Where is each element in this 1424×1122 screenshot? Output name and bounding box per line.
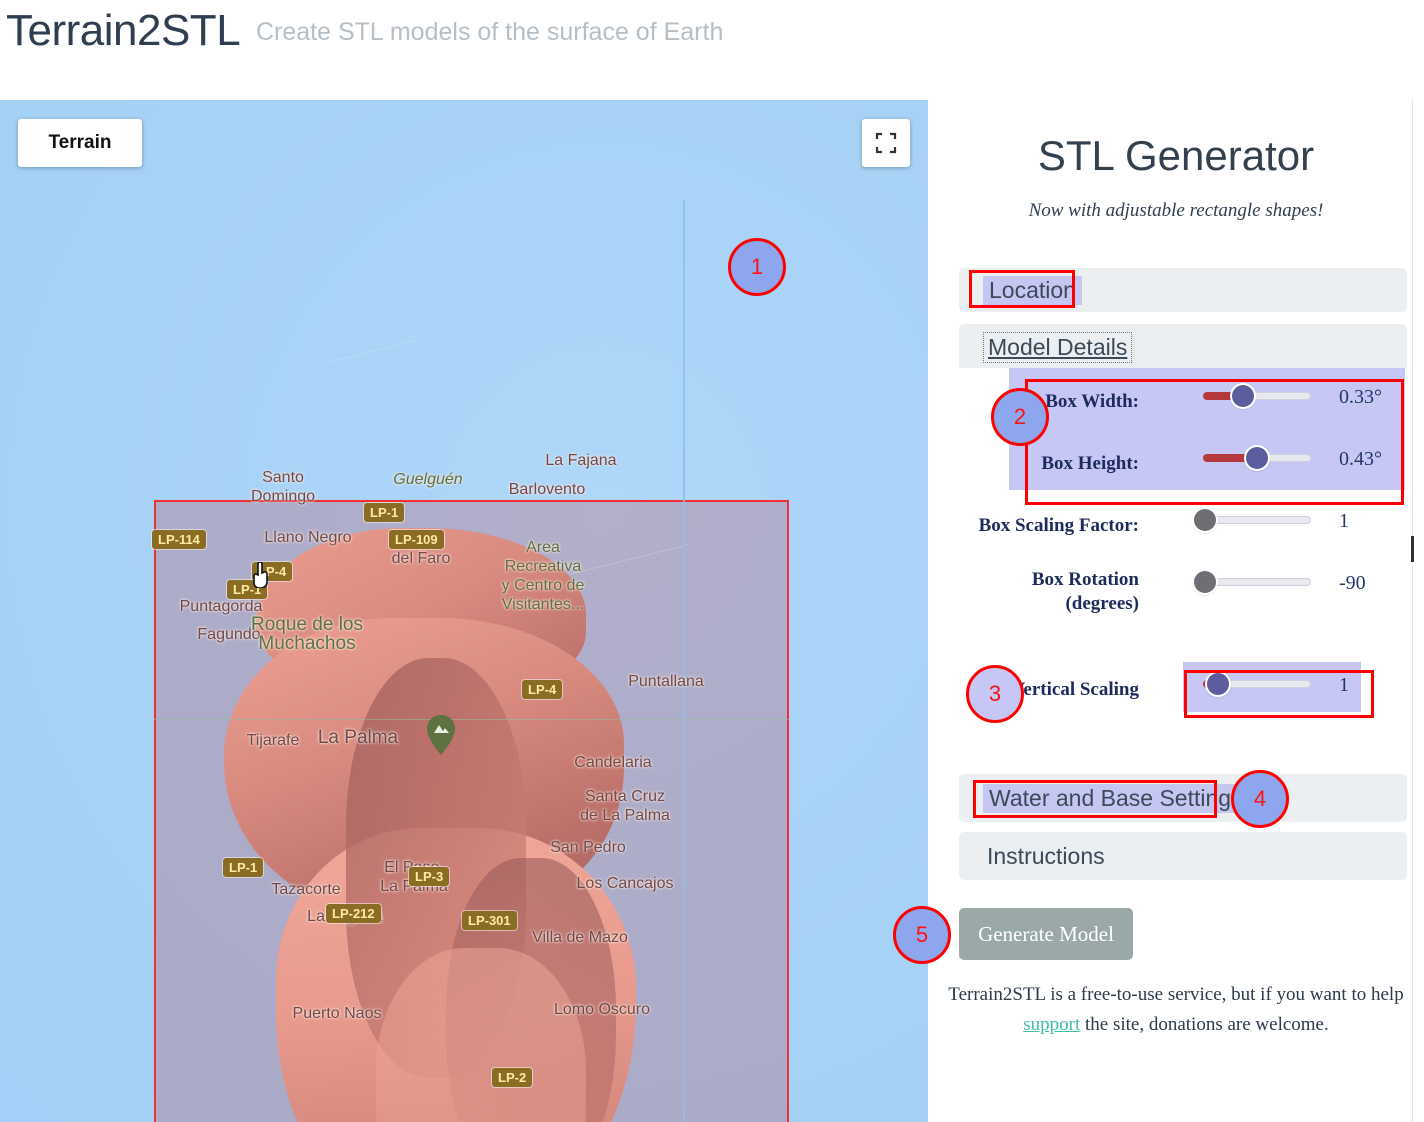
slider-track-box-rotation[interactable] bbox=[1203, 578, 1311, 586]
accordion-model-details-label: Model Details bbox=[983, 332, 1133, 363]
slider-box-scaling[interactable] bbox=[1194, 509, 1311, 531]
map-place-label: Tazacorte bbox=[271, 881, 341, 898]
app-subtitle: Create STL models of the surface of Eart… bbox=[256, 18, 724, 46]
control-row-box-width: Box Width: 0.33° bbox=[959, 368, 1407, 430]
slider-box-width[interactable] bbox=[1203, 385, 1311, 407]
annotation-box-width-height bbox=[1025, 379, 1404, 505]
label-box-scaling: Box Scaling Factor: bbox=[978, 515, 1139, 536]
stl-generator-panel: STL Generator Now with adjustable rectan… bbox=[928, 100, 1424, 1122]
panel-subtitle: Now with adjustable rectangle shapes! bbox=[1028, 200, 1324, 221]
map-guide-horizontal bbox=[154, 719, 789, 720]
panel-divider bbox=[1412, 100, 1413, 1122]
slider-value-box-scaling: 1 bbox=[1339, 510, 1349, 532]
accordion-instructions-label: Instructions bbox=[987, 843, 1105, 869]
annotation-box-water-base bbox=[973, 780, 1217, 818]
slider-vertical-scaling[interactable] bbox=[1203, 673, 1311, 695]
label-box-rotation: Box Rotation (degrees) bbox=[1031, 569, 1139, 614]
control-row-box-scaling: Box Scaling Factor: 1 bbox=[959, 492, 1407, 554]
map-place-label: Puerto Naos bbox=[292, 1005, 382, 1022]
fullscreen-icon[interactable] bbox=[862, 119, 910, 167]
generate-model-button[interactable]: Generate Model bbox=[959, 908, 1133, 960]
map-place-label: Guelguén bbox=[393, 471, 463, 488]
accordion-location-label: Location bbox=[983, 276, 1082, 305]
annotation-badge-5: 5 bbox=[893, 906, 951, 964]
map-road-shield: LP-109 bbox=[389, 530, 444, 549]
map-place-label: Puntagorda bbox=[179, 598, 263, 615]
pointer-hand-cursor bbox=[252, 561, 272, 593]
label-box-width: Box Width: bbox=[1045, 391, 1139, 412]
accordion-water-base-settings-label: Water and Base Settings bbox=[983, 784, 1249, 813]
annotation-badge-3: 3 bbox=[966, 665, 1024, 723]
map-road-shield: LP-3 bbox=[409, 867, 450, 886]
annotation-box-vertical-scaling bbox=[1184, 670, 1374, 718]
label-box-height: Box Height: bbox=[1041, 453, 1139, 474]
map-road-shield: LP-301 bbox=[462, 911, 517, 930]
slider-value-box-width: 0.33° bbox=[1339, 386, 1382, 408]
map-place-label: San Pedro bbox=[550, 839, 626, 856]
annotation-badge-2: 2 bbox=[991, 388, 1049, 446]
control-row-vertical-scaling: Vertical Scaling 1 bbox=[959, 656, 1407, 718]
accordion-model-details[interactable]: Model Details bbox=[959, 324, 1407, 368]
map-place-label: Los Cancajos bbox=[576, 875, 674, 892]
app-title: Terrain2STL bbox=[6, 6, 241, 55]
map-place-label: Santo Domingo bbox=[250, 469, 316, 505]
highlight-box-width-height bbox=[1009, 368, 1405, 490]
map-place-label: Puntallana bbox=[628, 673, 704, 690]
map-viewport[interactable]: Santo Domingo Guelguén La Fajana Barlovento L… bbox=[0, 100, 928, 1122]
footer-text-before: Terrain2STL is a free-to-use service, bu… bbox=[948, 984, 1404, 1005]
map-place-label: Santa Cruz de La Palma bbox=[580, 788, 670, 824]
slider-box-height[interactable] bbox=[1203, 447, 1311, 469]
control-row-box-rotation: Box Rotation (degrees) -90 bbox=[959, 554, 1407, 616]
mountain-pin-icon bbox=[426, 715, 456, 755]
map-place-label: Llano Negro bbox=[264, 529, 352, 546]
footer-note: Terrain2STL is a free-to-use service, bu… bbox=[936, 980, 1416, 1040]
annotation-box-location bbox=[969, 270, 1075, 308]
map-place-label: Villa de Mazo bbox=[532, 929, 628, 946]
slider-fill-box-height bbox=[1203, 454, 1255, 462]
terrain-map-type-button[interactable]: Terrain bbox=[18, 119, 142, 167]
map-road-shield: LP-114 bbox=[152, 530, 206, 549]
slider-value-vertical-scaling: 1 bbox=[1339, 674, 1349, 696]
footer-text-after: the site, donations are welcome. bbox=[1080, 1014, 1329, 1035]
support-link[interactable]: support bbox=[1023, 1014, 1081, 1035]
slider-box-rotation[interactable] bbox=[1194, 571, 1311, 593]
slider-thumb-box-height[interactable] bbox=[1246, 447, 1268, 469]
map-place-label: Lomo Oscuro bbox=[553, 1001, 651, 1018]
map-guide-vertical bbox=[683, 200, 685, 1122]
slider-fill-box-width bbox=[1203, 392, 1239, 400]
accordion-location[interactable]: Location bbox=[959, 268, 1407, 312]
annotation-badge-1: 1 bbox=[728, 238, 786, 296]
slider-thumb-box-scaling[interactable] bbox=[1194, 509, 1217, 531]
map-place-label: La Palma bbox=[317, 727, 399, 748]
map-place-label: Roque de los Muchachos bbox=[251, 614, 363, 654]
map-road-shield: LP-1 bbox=[223, 858, 264, 877]
map-place-label: Candelaria bbox=[574, 754, 652, 771]
slider-value-box-rotation: -90 bbox=[1339, 572, 1366, 594]
map-place-label: Fagundo bbox=[197, 626, 261, 643]
map-place-label: Tijarafe bbox=[246, 732, 300, 749]
slider-track-box-scaling[interactable] bbox=[1203, 516, 1311, 524]
accordion-instructions[interactable]: Instructions bbox=[959, 832, 1407, 880]
slider-thumb-box-width[interactable] bbox=[1231, 385, 1254, 407]
label-vertical-scaling: Vertical Scaling bbox=[1011, 679, 1139, 700]
page-header: Terrain2STL Create STL models of the sur… bbox=[0, 0, 1424, 88]
map-road-shield: LP-212 bbox=[326, 904, 381, 923]
terrain-button-label: Terrain bbox=[48, 132, 112, 153]
panel-title: STL Generator bbox=[1037, 132, 1315, 179]
map-place-label: Area Recreativa y Centro de Visitantes... bbox=[501, 539, 585, 613]
map-place-label: La Fajana bbox=[545, 452, 617, 469]
slider-thumb-box-rotation[interactable] bbox=[1194, 571, 1217, 593]
slider-track-vertical-scaling[interactable] bbox=[1203, 680, 1311, 688]
panel-scrollbar[interactable] bbox=[1411, 536, 1414, 562]
slider-value-box-height: 0.43° bbox=[1339, 448, 1382, 470]
map-road-shield: LP-2 bbox=[492, 1068, 533, 1087]
map-place-label: Barlovento bbox=[508, 481, 586, 498]
map-road-shield: LP-4 bbox=[522, 680, 563, 699]
slider-track-box-width[interactable] bbox=[1203, 392, 1311, 400]
map-road-shield: LP-1 bbox=[364, 503, 405, 522]
slider-thumb-vertical-scaling[interactable] bbox=[1207, 673, 1230, 695]
generate-model-label: Generate Model bbox=[978, 921, 1114, 946]
control-row-box-height: Box Height: 0.43° bbox=[959, 430, 1407, 492]
annotation-badge-4: 4 bbox=[1231, 770, 1289, 828]
